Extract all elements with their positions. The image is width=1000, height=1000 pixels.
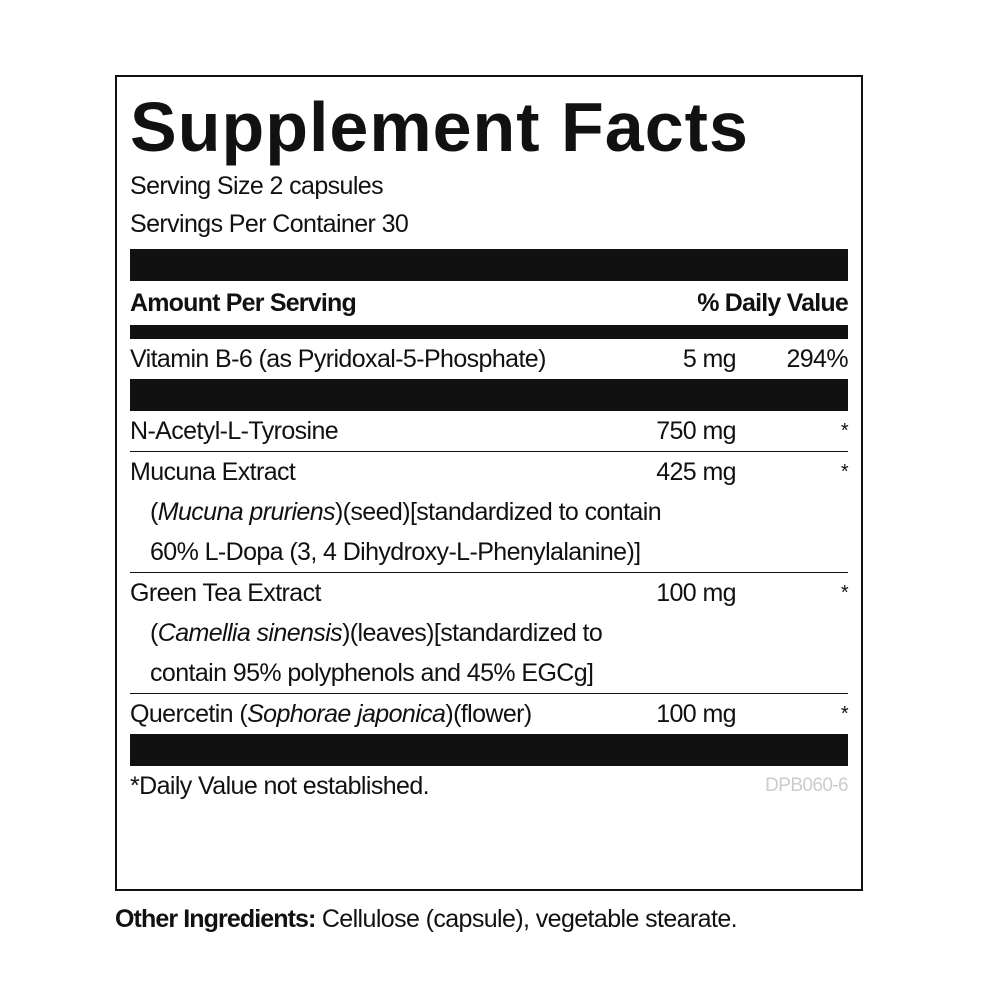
- text-segment: (: [150, 619, 158, 647]
- footer: *Daily Value not established. DPB060-6: [130, 766, 849, 806]
- bar: [130, 379, 848, 411]
- text-segment: Green Tea Extract: [130, 579, 321, 607]
- ingredient-name: Vitamin B-6 (as Pyridoxal-5-Phosphate): [130, 339, 616, 379]
- amount: 425 mg: [656, 458, 736, 486]
- daily-value: 294%: [786, 345, 848, 373]
- text-segment: )(seed)[standardized to contain: [334, 498, 662, 526]
- ingredient-row: Green Tea Extract 100 mg * (Camellia sinens…: [130, 572, 849, 693]
- other-ingredients-label: Other Ingredients:: [115, 905, 316, 933]
- ingredient-row: Quercetin (Sophorae japonica)(flower) 100…: [130, 693, 849, 734]
- other-ingredients: Other Ingredients: Cellulose (capsule), …: [115, 905, 738, 934]
- facts-panel: Supplement Facts Serving Size 2 capsules…: [115, 75, 863, 891]
- ingredient-row: N-Acetyl-L-Tyrosine 750 mg *: [130, 411, 849, 451]
- text-segment: Vitamin B-6 (as Pyridoxal-5-Phosphate): [130, 345, 546, 373]
- text-segment: Mucuna pruriens: [157, 498, 336, 526]
- text-segment: )(flower): [445, 700, 532, 728]
- amount: 5 mg: [682, 345, 737, 373]
- text-segment: )(leaves)[standardized to: [342, 619, 603, 647]
- text-segment: Sophorae japonica: [247, 700, 446, 728]
- amount: 100 mg: [656, 700, 736, 728]
- text-segment: 60% L-Dopa (3, 4 Dihydroxy-L-Phenylalani…: [150, 538, 641, 566]
- column-header: Amount Per Serving % Daily Value: [130, 281, 849, 325]
- ingredient-name: N-Acetyl-L-Tyrosine: [130, 411, 616, 451]
- bar: [130, 325, 848, 339]
- servings-per-container: Servings Per Container 30: [130, 210, 409, 238]
- serving-size: Serving Size 2 capsules: [130, 172, 384, 200]
- footnote: *Daily Value not established.: [130, 772, 430, 800]
- text-segment: (: [150, 498, 158, 526]
- daily-value: *: [840, 703, 849, 725]
- ingredient-detail: 60% L-Dopa (3, 4 Dihydroxy-L-Phenylalani…: [130, 532, 848, 572]
- amount: 750 mg: [656, 417, 736, 445]
- text-segment: Camellia sinensis: [157, 619, 343, 647]
- other-ingredients-text: Cellulose (capsule), vegetable stearate.: [315, 905, 738, 933]
- product-code: DPB060-6: [765, 775, 848, 796]
- text-segment: Mucuna Extract: [130, 458, 296, 486]
- bar: [130, 249, 848, 281]
- daily-value: *: [840, 582, 849, 604]
- daily-value: *: [840, 420, 849, 442]
- ingredient-row: Mucuna Extract 425 mg * (Mucuna pruriens)(s…: [130, 451, 849, 572]
- daily-value: *: [840, 461, 849, 483]
- amount-header: Amount Per Serving: [130, 289, 357, 317]
- amount: 100 mg: [656, 579, 736, 607]
- title: Supplement Facts: [130, 88, 749, 166]
- ingredient-row: Vitamin B-6 (as Pyridoxal-5-Phosphate) 5 …: [130, 339, 849, 379]
- ingredient-name: Green Tea Extract: [130, 573, 616, 613]
- daily-value-header: % Daily Value: [697, 289, 849, 317]
- ingredient-name: Mucuna Extract: [130, 452, 616, 492]
- text-segment: Quercetin (: [130, 700, 248, 728]
- ingredient-name: Quercetin (Sophorae japonica)(flower): [130, 694, 616, 734]
- text-segment: N-Acetyl-L-Tyrosine: [130, 417, 339, 445]
- ingredient-detail: contain 95% polyphenols and 45% EGCg]: [130, 653, 848, 693]
- ingredient-detail: (Mucuna pruriens)(seed)[standardized to …: [130, 492, 848, 532]
- ingredients: Vitamin B-6 (as Pyridoxal-5-Phosphate) 5 …: [130, 339, 849, 734]
- ingredient-detail: (Camellia sinensis)(leaves)[standardized…: [130, 613, 848, 653]
- bar: [130, 734, 848, 766]
- text-segment: contain 95% polyphenols and 45% EGCg]: [150, 659, 594, 687]
